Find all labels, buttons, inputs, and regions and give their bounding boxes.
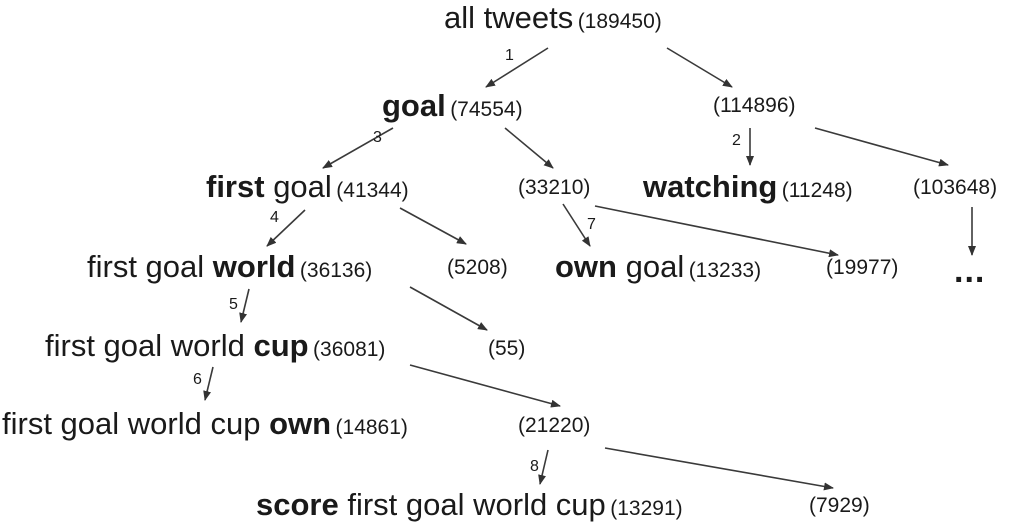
node-bold-term: world: [212, 249, 296, 284]
edge-first-world: [266, 209, 306, 247]
node-not-watching-count: (103648): [913, 176, 998, 199]
edge-goalother-own: [562, 203, 591, 247]
node-cup-other-rest-count: (7929): [809, 494, 870, 517]
node-bold-term: first: [206, 169, 265, 204]
node-first-goal-world-cup: first goal world cup (36081): [45, 330, 385, 361]
node-label: first goal: [87, 249, 213, 284]
node-first-goal-world-cup-own: first goal world cup own (14861): [2, 408, 408, 439]
node-label: first goal world cup: [2, 406, 270, 441]
node-own-goal: own goal (13233): [555, 251, 761, 282]
node-world-other-count: (55): [488, 337, 526, 360]
step-label-5: 5: [229, 296, 238, 313]
node-bold-term: cup: [253, 328, 309, 363]
node-goal-other-rest-count: (19977): [826, 256, 899, 279]
node-not-goal-count: (114896): [713, 94, 796, 117]
step-label-8: 8: [530, 458, 539, 475]
step-label-1: 1: [505, 47, 514, 64]
node-first-other-count: (5208): [447, 256, 508, 279]
node-count: (74554): [450, 98, 523, 121]
step-label-2: 2: [732, 132, 741, 149]
node-label: first goal world: [45, 328, 254, 363]
node-score-first-goal-world-cup: score first goal world cup (13291): [256, 489, 683, 520]
edge-root-not-goal: [666, 47, 733, 88]
node-watching: watching (11248): [643, 171, 853, 202]
step-label-6: 6: [193, 371, 202, 388]
edge-root-goal: [485, 47, 549, 88]
step-label-4: 4: [270, 209, 279, 226]
node-label: goal: [264, 169, 332, 204]
node-count: (13233): [688, 259, 762, 282]
node-bold-term: own: [555, 249, 617, 284]
edge-cup-own: [203, 366, 214, 401]
edge-goal-other: [504, 127, 554, 169]
node-count: (11248): [781, 179, 853, 202]
edge-cup-other: [409, 364, 561, 408]
node-bold-term: score: [256, 487, 339, 522]
node-bold-term: own: [269, 406, 332, 441]
node-label: goal: [617, 249, 685, 284]
node-label: first goal world cup: [338, 487, 606, 522]
node-first-goal-world: first goal world (36136): [87, 251, 372, 282]
node-bold-term: goal: [382, 88, 446, 123]
node-first-goal: first goal (41344): [206, 171, 409, 202]
node-count: (36081): [313, 338, 386, 361]
edge-notgoal-notwatching: [814, 127, 949, 167]
node-bold-term: watching: [643, 169, 778, 204]
edge-goal-first: [322, 127, 394, 169]
edge-world-other: [409, 286, 488, 331]
node-count: (13291): [610, 497, 683, 520]
node-label: all tweets: [444, 0, 574, 35]
node-all-tweets: all tweets (189450): [444, 2, 662, 33]
node-cup-other-count: (21220): [518, 414, 591, 437]
edge-world-cup: [239, 288, 250, 323]
node-count: (189450): [577, 10, 662, 33]
ellipsis-more: ...: [954, 252, 986, 290]
node-count: (41344): [336, 179, 409, 202]
edge-goalother-rest: [594, 205, 839, 258]
edge-own-score: [538, 449, 549, 485]
edge-first-other: [399, 207, 467, 245]
node-goal-other-count: (33210): [518, 176, 591, 199]
node-count: (36136): [299, 259, 373, 282]
step-label-3: 3: [373, 129, 382, 146]
step-label-7: 7: [587, 216, 596, 233]
edge-cupother-rest: [604, 447, 834, 491]
node-count: (14861): [335, 416, 408, 439]
node-goal: goal (74554): [382, 90, 523, 121]
